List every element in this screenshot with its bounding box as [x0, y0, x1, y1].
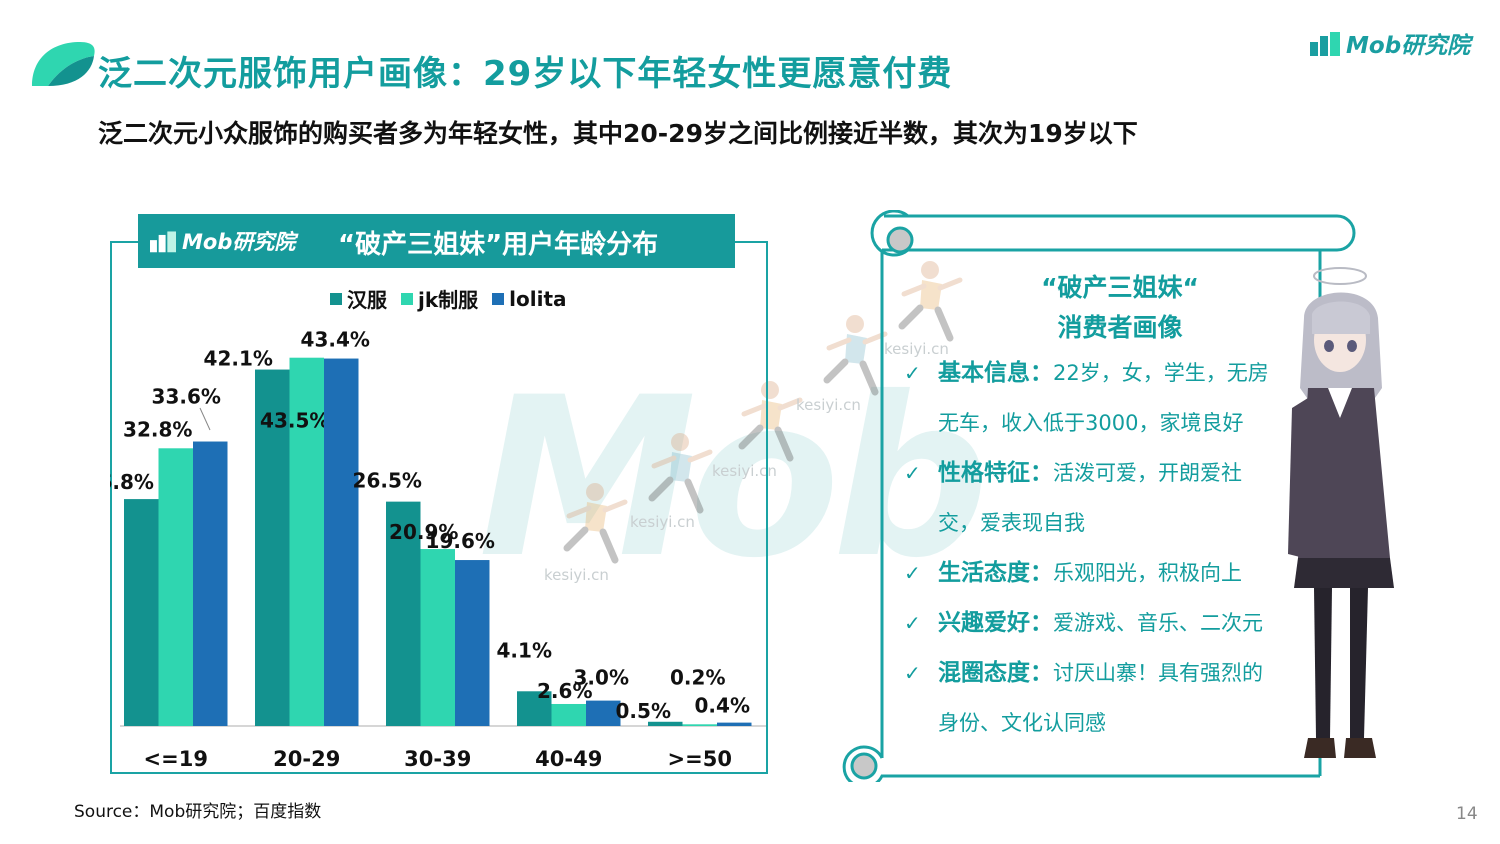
data-label: 0.5% — [616, 699, 671, 723]
data-label: 2.6% — [537, 679, 592, 703]
leaf-decoration — [32, 42, 95, 86]
persona-list: ✓ 基本信息：22岁，女，学生，无房 无车，收入低于3000，家境良好 ✓ 性格… — [904, 348, 1299, 748]
watermark-site-text: kesiyi.cn — [544, 566, 609, 584]
watermark-site-text: kesiyi.cn — [884, 340, 949, 358]
legend-item-lolita: lolita — [492, 284, 567, 313]
persona-text-cont: 无车，收入低于3000，家境良好 — [938, 411, 1244, 435]
x-tick-label: 30-39 — [404, 747, 471, 771]
bar-jk制服-20-29 — [289, 357, 324, 726]
legend-swatch — [330, 292, 342, 305]
legend-label: lolita — [509, 286, 567, 311]
legend-item-jk: jk制服 — [401, 284, 478, 313]
bar-汉服-<=19 — [124, 499, 159, 726]
runner-watermark-icon — [648, 433, 713, 514]
runner-watermark-icon — [563, 483, 628, 564]
mob-logo-icon — [1310, 32, 1340, 56]
persona-text: 乐观阳光，积极向上 — [1053, 561, 1242, 585]
legend-item-hanfu: 汉服 — [330, 284, 387, 313]
bar-lolita-<=19 — [193, 441, 228, 726]
data-label: 43.5% — [260, 409, 329, 433]
persona-text: 讨厌山寨！具有强烈的 — [1053, 661, 1263, 685]
bar-lolita-40-49 — [586, 700, 621, 726]
legend-label: 汉服 — [347, 288, 387, 312]
bar-chart: 26.8% 32.8% 33.6% <=19 42.1% 43.5% 43.4% 20-29 2… — [110, 328, 766, 771]
persona-label: 兴趣爱好： — [938, 610, 1053, 636]
persona-label: 混圈态度： — [938, 660, 1053, 686]
watermark-site-text: kesiyi.cn — [630, 513, 695, 531]
x-tick-label: >=50 — [668, 747, 732, 771]
check-icon: ✓ — [904, 661, 921, 685]
data-label: 33.6% — [152, 385, 221, 409]
data-label: 0.2% — [670, 665, 725, 689]
bar-jk制服-<=19 — [158, 448, 193, 726]
data-label: 19.6% — [426, 529, 495, 553]
persona-label: 性格特征： — [938, 460, 1053, 486]
bar-lolita-20-29 — [324, 358, 359, 726]
persona-label: 生活态度： — [938, 560, 1053, 586]
data-label: 42.1% — [204, 347, 273, 371]
data-label: 43.4% — [301, 328, 370, 352]
chart-brand-name: Mob研究院 — [182, 230, 296, 254]
persona-text: 爱游戏、音乐、二次元 — [1053, 611, 1263, 635]
label-leader-line — [199, 407, 211, 431]
bar-汉服-20-29 — [255, 369, 290, 726]
legend-swatch — [401, 292, 413, 305]
persona-item-personality: ✓ 性格特征：活泼可爱，开朗爱社 交，爱表现自我 — [904, 448, 1299, 548]
bar-汉服-40-49 — [517, 691, 552, 726]
legend-swatch — [492, 292, 505, 305]
persona-item-attitude: ✓ 生活态度：乐观阳光，积极向上 — [904, 548, 1299, 598]
source-note: Source：Mob研究院；百度指数 — [74, 802, 322, 822]
check-icon: ✓ — [904, 611, 921, 635]
data-label: 26.5% — [353, 469, 422, 493]
persona-title-line2: 消费者画像 — [1057, 313, 1183, 342]
chart-title: “破产三姐妹”用户年龄分布 — [338, 230, 659, 260]
data-label: 3.0% — [574, 666, 629, 690]
bar-jk制服-40-49 — [551, 703, 586, 726]
persona-item-circle-attitude: ✓ 混圈态度：讨厌山寨！具有强烈的 身份、文化认同感 — [904, 648, 1299, 748]
brand-logo: Mob研究院 — [1308, 26, 1470, 60]
runner-watermark-icon — [738, 381, 803, 462]
watermark-logo: Mob — [478, 350, 990, 606]
runner-watermark-icon — [898, 261, 963, 342]
data-label: 32.8% — [123, 417, 192, 441]
anime-girl-illustration — [1288, 267, 1394, 758]
persona-label: 基本信息： — [938, 360, 1053, 386]
bar-lolita-30-39 — [455, 560, 490, 726]
check-icon: ✓ — [904, 561, 921, 585]
data-label: 26.8% — [110, 470, 154, 494]
watermark-site-text: kesiyi.cn — [712, 462, 777, 480]
watermark-site-text: kesiyi.cn — [796, 396, 861, 414]
check-icon: ✓ — [904, 361, 921, 385]
persona-text-cont: 交，爱表现自我 — [938, 511, 1085, 535]
bar-汉服-30-39 — [386, 501, 421, 726]
chart-legend: 汉服 jk制服 lolita — [330, 284, 567, 313]
brand-name: Mob研究院 — [1346, 33, 1471, 59]
x-tick-label: 20-29 — [273, 747, 340, 771]
page-subtitle: 泛二次元小众服饰的购买者多为年轻女性，其中20-29岁之间比例接近半数，其次为1… — [98, 119, 1138, 148]
chart-header: Mob研究院 “破产三姐妹”用户年龄分布 — [138, 214, 735, 268]
page-number: 14 — [1456, 804, 1478, 824]
mob-logo-icon — [150, 231, 176, 253]
page-title: 泛二次元服饰用户画像：29岁以下年轻女性更愿意付费 — [98, 54, 953, 94]
x-tick-label: 40-49 — [535, 747, 602, 771]
legend-label: jk制服 — [418, 288, 479, 312]
bar-jk制服->=50 — [682, 724, 717, 726]
persona-text: 活泼可爱，开朗爱社 — [1053, 461, 1242, 485]
chart-brand-logo: Mob研究院 — [148, 226, 295, 256]
bar-jk制服-30-39 — [420, 549, 455, 726]
persona-title: “破产三姐妹“ 消费者画像 — [1000, 268, 1240, 348]
bar-汉服->=50 — [648, 721, 683, 726]
check-icon: ✓ — [904, 461, 921, 485]
persona-text: 22岁，女，学生，无房 — [1053, 361, 1269, 385]
bar-lolita->=50 — [717, 722, 752, 726]
persona-text-cont: 身份、文化认同感 — [938, 711, 1106, 735]
persona-item-hobbies: ✓ 兴趣爱好：爱游戏、音乐、二次元 — [904, 598, 1299, 648]
data-label: 0.4% — [695, 694, 750, 718]
x-tick-label: <=19 — [144, 747, 208, 771]
data-label: 20.9% — [389, 520, 458, 544]
persona-item-basic-info: ✓ 基本信息：22岁，女，学生，无房 无车，收入低于3000，家境良好 — [904, 348, 1299, 448]
persona-title-line1: “破产三姐妹“ — [1041, 273, 1199, 302]
data-label: 4.1% — [497, 638, 552, 662]
